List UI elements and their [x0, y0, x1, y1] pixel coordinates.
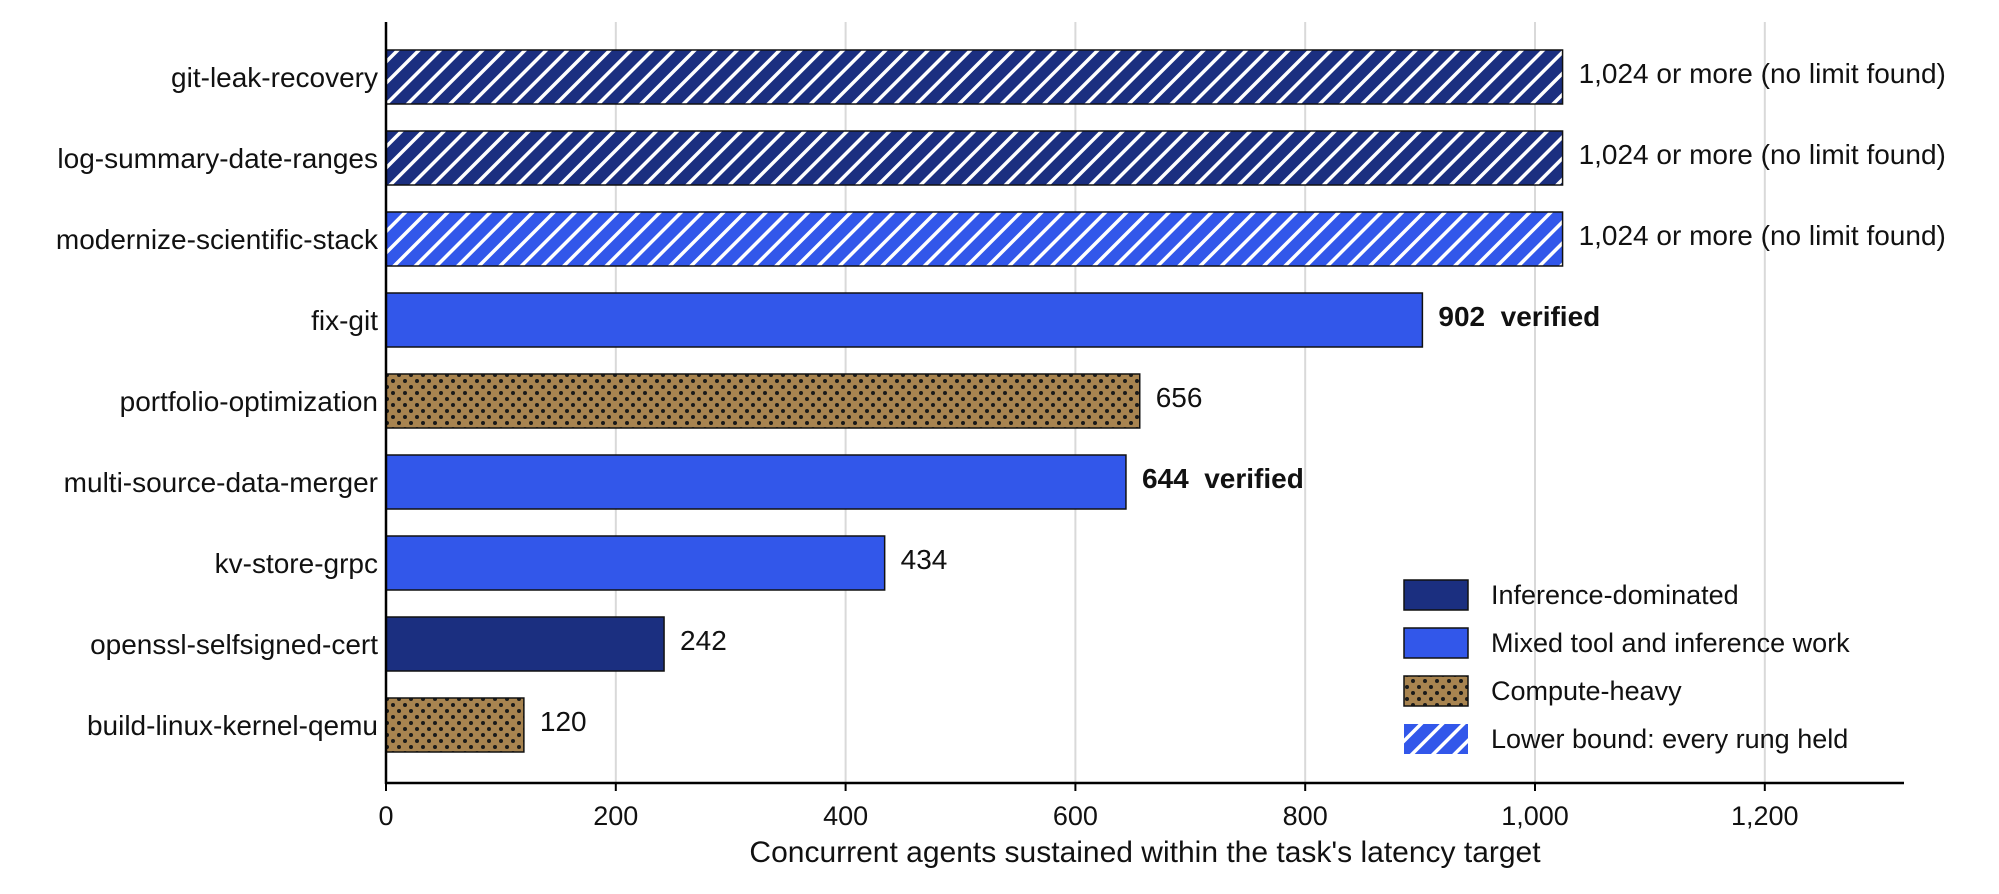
category-label: kv-store-grpc — [215, 548, 378, 579]
x-axis-title: Concurrent agents sustained within the t… — [749, 836, 1541, 869]
legend-swatch-inference — [1403, 579, 1469, 611]
data-label: 242 — [680, 625, 727, 656]
data-label: 1,024 or more (no limit found) — [1579, 220, 1946, 251]
legend-label: Inference-dominated — [1491, 580, 1739, 610]
bars — [385, 49, 1564, 753]
data-label: 902 verified — [1438, 301, 1600, 332]
category-label: build-linux-kernel-qemu — [87, 710, 378, 741]
data-label: 644 verified — [1142, 463, 1304, 494]
legend-label: Lower bound: every rung held — [1491, 724, 1848, 754]
x-tick-label: 200 — [593, 801, 638, 831]
bar-kv-store-grpc — [385, 535, 886, 591]
legend-label: Compute-heavy — [1491, 676, 1682, 706]
data-label: 1,024 or more (no limit found) — [1579, 58, 1946, 89]
data-label: 434 — [901, 544, 948, 575]
data-label: 656 — [1156, 382, 1203, 413]
category-label: multi-source-data-merger — [64, 467, 378, 498]
category-label: openssl-selfsigned-cert — [90, 629, 378, 660]
bar-git-leak-recovery — [385, 49, 1564, 105]
x-tick-label: 0 — [378, 801, 393, 831]
bar-multi-source-data-merger — [385, 454, 1127, 510]
legend-swatch-lower-bound — [1404, 724, 1468, 754]
x-tick-label: 400 — [823, 801, 868, 831]
legend: Inference-dominated Mixed tool and infere… — [1403, 579, 1850, 754]
bar-fix-git — [385, 292, 1424, 348]
category-label: portfolio-optimization — [120, 386, 378, 417]
bar-portfolio-optimization — [385, 373, 1141, 429]
data-label: 120 — [540, 706, 587, 737]
axes: 0 200 400 600 800 1,000 1,200 — [378, 22, 1904, 831]
legend-swatch-compute — [1403, 675, 1469, 707]
bar-log-summary-date-ranges — [385, 130, 1564, 186]
legend-label: Mixed tool and inference work — [1491, 628, 1850, 658]
legend-swatch-mixed — [1403, 627, 1469, 659]
bar-modernize-scientific-stack — [385, 211, 1564, 267]
bar-build-linux-kernel-qemu — [385, 697, 525, 753]
x-tick-label: 1,000 — [1501, 801, 1569, 831]
labels: git-leak-recovery 1,024 or more (no limit… — [56, 58, 1946, 741]
data-label: 1,024 or more (no limit found) — [1579, 139, 1946, 170]
x-tick-label: 800 — [1283, 801, 1328, 831]
x-tick-label: 600 — [1053, 801, 1098, 831]
x-tick-label: 1,200 — [1731, 801, 1799, 831]
category-label: git-leak-recovery — [171, 62, 378, 93]
bar-openssl-selfsigned-cert — [385, 616, 665, 672]
category-label: modernize-scientific-stack — [56, 224, 379, 255]
category-label: fix-git — [311, 305, 378, 336]
category-label: log-summary-date-ranges — [57, 143, 378, 174]
